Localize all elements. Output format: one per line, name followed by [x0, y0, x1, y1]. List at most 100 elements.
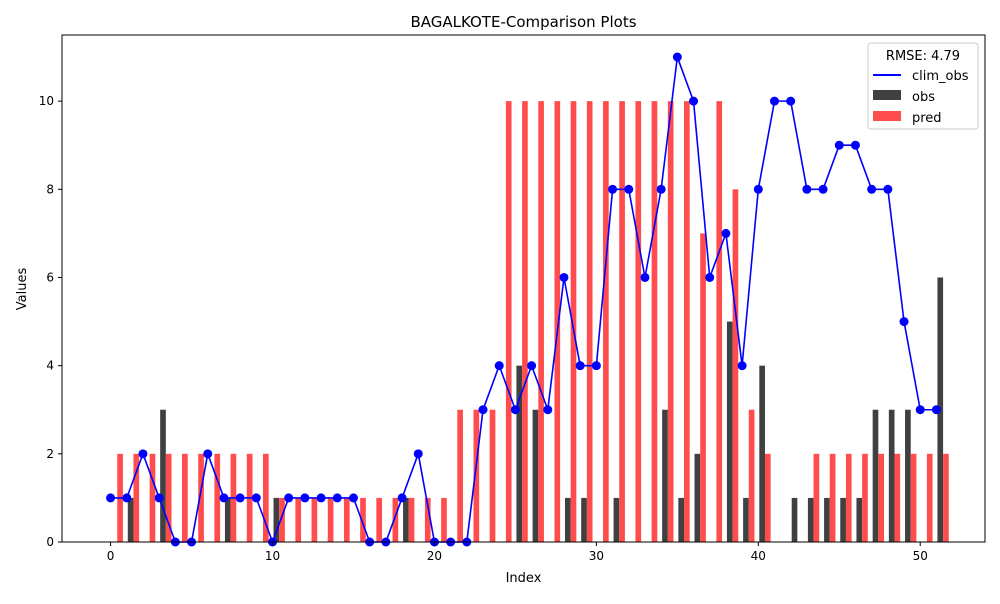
bar-obs	[824, 497, 830, 542]
bar-pred	[311, 497, 318, 542]
bar-obs	[743, 497, 749, 542]
point-clim-obs	[348, 493, 358, 503]
point-clim-obs	[867, 184, 877, 194]
point-clim-obs	[397, 493, 407, 503]
point-clim-obs	[478, 405, 488, 415]
bar-obs	[807, 497, 814, 542]
point-clim-obs	[284, 493, 294, 503]
point-clim-obs	[769, 96, 779, 106]
point-clim-obs	[689, 96, 699, 106]
bar-pred	[279, 497, 285, 542]
y-tick-label: 4	[46, 359, 54, 373]
bar-pred	[182, 453, 188, 542]
y-tick-label: 0	[46, 535, 54, 549]
bar-pred	[862, 453, 868, 542]
line-group	[106, 52, 941, 547]
legend-title: RMSE: 4.79	[886, 49, 960, 64]
point-clim-obs	[138, 449, 148, 459]
point-clim-obs	[915, 405, 925, 415]
point-clim-obs	[251, 493, 261, 503]
bar-obs	[726, 321, 733, 542]
bar-pred	[716, 101, 723, 542]
x-axis-label: Index	[506, 571, 542, 586]
legend-label-pred: pred	[912, 111, 942, 126]
bar-obs	[273, 497, 280, 542]
bar-pred	[424, 497, 431, 542]
point-clim-obs	[624, 184, 634, 194]
bar-pred	[910, 453, 917, 542]
bar-pred	[360, 497, 366, 542]
bar-obs	[532, 409, 539, 542]
bar-pred	[684, 101, 690, 542]
point-clim-obs	[672, 52, 682, 62]
bar-pred	[700, 233, 706, 543]
legend-swatch-pred	[873, 111, 901, 121]
point-clim-obs	[203, 449, 213, 459]
bar-obs	[613, 497, 620, 542]
point-clim-obs	[413, 449, 423, 459]
x-tick-label: 50	[913, 549, 928, 563]
bar-pred	[926, 453, 933, 542]
bar-obs	[872, 409, 879, 542]
point-clim-obs	[591, 361, 601, 371]
point-clim-obs	[818, 184, 828, 194]
bar-pred	[894, 453, 901, 542]
legend-swatch-obs	[873, 90, 901, 100]
y-tick-label: 2	[46, 447, 54, 461]
point-clim-obs	[721, 228, 731, 238]
bar-pred	[198, 453, 204, 542]
x-tick-label: 40	[751, 549, 766, 563]
point-clim-obs	[300, 493, 310, 503]
bar-pred	[295, 497, 302, 542]
bar-pred	[262, 453, 269, 542]
bar-pred	[522, 101, 528, 542]
bar-pred	[408, 497, 415, 542]
bar-pred	[505, 101, 512, 542]
bar-pred	[554, 101, 561, 542]
plot-frame	[61, 34, 986, 543]
bar-pred	[829, 453, 836, 542]
legend-frame	[867, 42, 979, 130]
point-clim-obs	[705, 272, 715, 282]
bar-pred	[327, 497, 334, 542]
point-clim-obs	[332, 493, 342, 503]
bar-pred	[732, 189, 739, 542]
point-clim-obs	[106, 493, 116, 503]
bar-obs	[127, 497, 134, 542]
bar-pred	[538, 101, 544, 542]
bar-obs	[694, 453, 701, 542]
point-clim-obs	[316, 493, 326, 503]
bar-pred	[570, 101, 577, 542]
bar-pred	[457, 409, 463, 542]
point-clim-obs	[883, 184, 893, 194]
bar-obs	[403, 497, 409, 542]
bar-obs	[888, 409, 895, 542]
bars-group	[117, 101, 949, 543]
bar-pred	[586, 101, 593, 542]
bar-pred	[764, 453, 771, 542]
bar-pred	[651, 101, 658, 542]
bar-obs	[840, 497, 846, 542]
point-clim-obs	[122, 493, 132, 503]
point-clim-obs	[235, 493, 245, 503]
point-clim-obs	[640, 272, 650, 282]
point-clim-obs	[802, 184, 812, 194]
legend: RMSE: 4.79 clim_obs obs pred	[867, 42, 979, 130]
chart-title: BAGALKOTE-Comparison Plots	[410, 13, 636, 31]
bar-obs	[224, 497, 231, 542]
point-clim-obs	[737, 361, 747, 371]
bar-pred	[473, 409, 480, 542]
bar-obs	[662, 409, 668, 542]
bar-obs	[905, 409, 911, 542]
point-clim-obs	[219, 493, 229, 503]
bar-pred	[441, 497, 447, 542]
bar-pred	[603, 101, 609, 542]
y-axis-label: Values	[15, 268, 30, 311]
point-clim-obs	[608, 184, 618, 194]
point-clim-obs	[899, 317, 909, 327]
point-clim-obs	[494, 361, 504, 371]
line-clim-obs	[110, 56, 937, 545]
bar-pred	[635, 101, 642, 542]
